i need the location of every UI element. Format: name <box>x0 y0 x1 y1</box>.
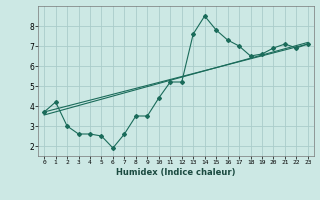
X-axis label: Humidex (Indice chaleur): Humidex (Indice chaleur) <box>116 168 236 177</box>
